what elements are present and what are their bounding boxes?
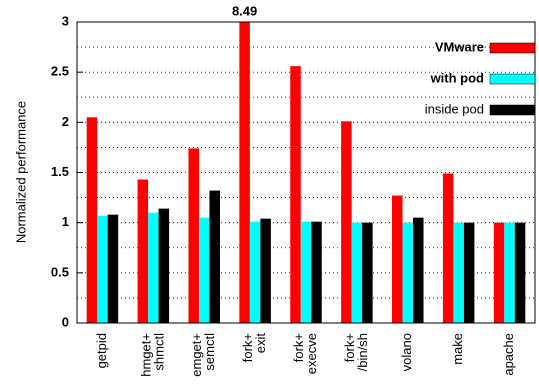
y-axis-label: Normalized performance	[13, 101, 28, 243]
bar	[463, 222, 475, 323]
x-tick-label: emget+	[189, 333, 204, 377]
bar	[392, 195, 403, 323]
x-tick-label: fork+	[291, 333, 306, 362]
x-tick-label: apache	[501, 333, 516, 376]
bar	[504, 222, 515, 323]
bar	[260, 218, 271, 323]
bar	[514, 222, 526, 323]
data-label: 8.49	[232, 3, 257, 18]
x-tick-label: semctl	[202, 333, 217, 371]
x-tick-label: /bin/sh	[355, 333, 370, 371]
legend-label: VMware	[435, 39, 484, 54]
x-tick-label: getpid	[94, 333, 109, 368]
bar	[402, 222, 414, 323]
y-tick-label: 0.5	[51, 264, 69, 279]
x-tick-label: make	[450, 333, 465, 365]
legend-swatch	[489, 42, 536, 54]
bar	[209, 190, 220, 323]
bar	[341, 121, 352, 323]
bar	[107, 214, 119, 323]
y-tick-label: 1	[62, 214, 69, 229]
legend-swatch	[489, 104, 536, 116]
bar	[188, 148, 199, 323]
x-tick-label: execve	[304, 333, 319, 374]
bar	[239, 22, 250, 323]
x-tick-label: hmget+	[138, 333, 153, 377]
bar	[493, 222, 505, 323]
y-tick-label: 2	[62, 114, 69, 129]
y-tick-label: 2.5	[51, 64, 69, 79]
plot-area	[86, 22, 526, 323]
x-tick-label: volano	[399, 333, 414, 371]
bar	[362, 222, 373, 323]
legend-swatch	[489, 73, 536, 85]
bar	[311, 221, 322, 323]
x-tick-label: shmctl	[151, 333, 166, 371]
bar	[453, 222, 464, 323]
x-tick-label: fork+	[240, 333, 255, 362]
bar	[97, 215, 108, 323]
bar	[413, 217, 424, 323]
plot-frame	[76, 21, 536, 324]
y-tick-label: 0	[62, 314, 69, 329]
bar	[300, 221, 312, 323]
y-tick-label: 1.5	[51, 164, 69, 179]
legend-label: with pod	[430, 70, 484, 85]
bar	[137, 179, 149, 323]
y-tick-label: 3	[62, 13, 69, 28]
bar	[158, 208, 170, 323]
legend-label: inside pod	[425, 101, 484, 116]
bar	[351, 222, 363, 323]
x-tick-label: fork+	[342, 333, 357, 362]
bar	[442, 173, 454, 323]
x-tick-label: exit	[253, 333, 268, 354]
bar	[86, 117, 98, 323]
bar	[148, 212, 159, 323]
bar	[290, 66, 301, 323]
bar	[198, 217, 210, 323]
bar	[249, 221, 261, 323]
